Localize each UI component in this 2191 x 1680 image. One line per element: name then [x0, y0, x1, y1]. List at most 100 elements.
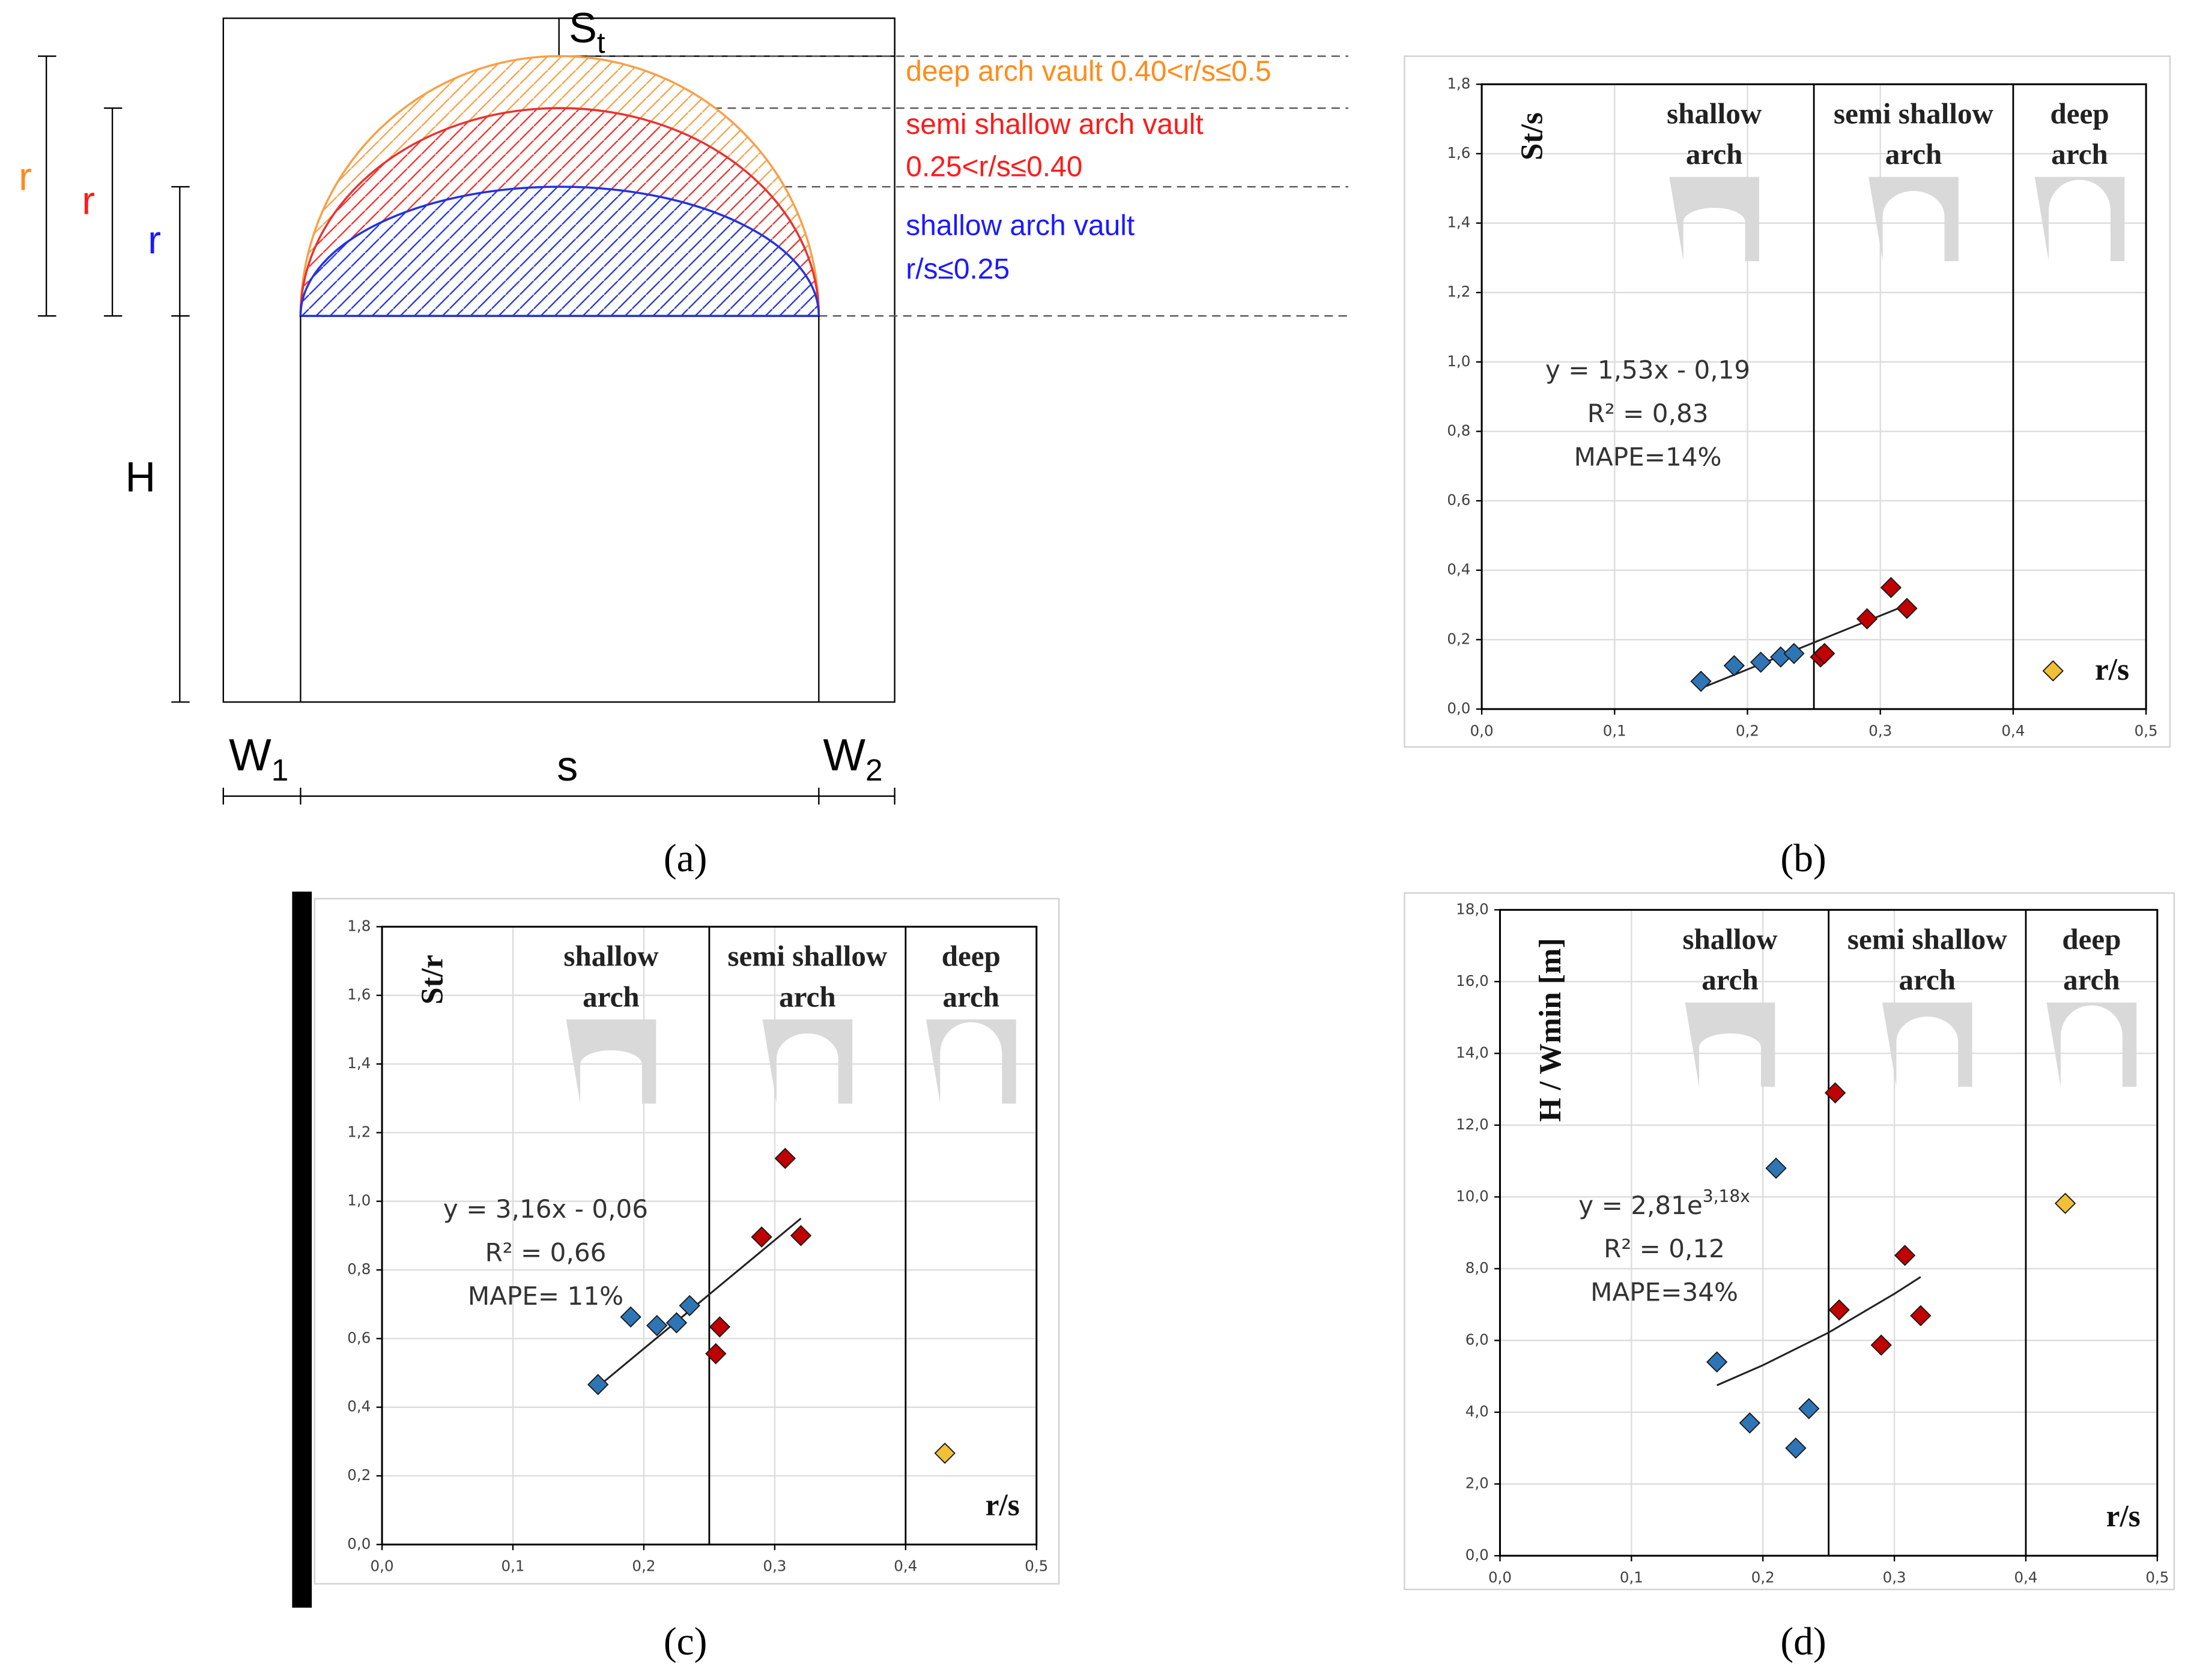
trendline: [1717, 1276, 1921, 1386]
y-tick-label: 1,4: [1447, 214, 1470, 231]
y-tick-label: 1,4: [347, 1054, 371, 1072]
x-axis-label: r/s: [986, 1488, 1020, 1522]
y-tick-label: 2,0: [1465, 1475, 1489, 1492]
x-tick-label: 0,0: [1488, 1568, 1512, 1586]
arch-icon: [762, 1019, 853, 1104]
x-tick-label: 0,3: [1868, 722, 1892, 739]
region-label: arch: [1702, 963, 1759, 996]
y-tick-label: 0,4: [347, 1398, 371, 1415]
data-point: [646, 1314, 668, 1337]
x-tick-label: 0,0: [1470, 722, 1494, 739]
data-point: [1706, 1351, 1728, 1373]
y-tick-label: 1,0: [347, 1192, 371, 1209]
arch-icon: [1685, 1002, 1775, 1087]
region-label: shallow: [1667, 97, 1762, 130]
x-tick-label: 0,5: [2135, 722, 2158, 739]
dimension-lines: [38, 55, 895, 805]
data-point: [709, 1316, 731, 1338]
arch-icon: [926, 1019, 1016, 1104]
x-tick-label: 0,5: [1025, 1558, 1048, 1575]
region-label: arch: [943, 980, 1000, 1013]
data-point: [665, 1312, 688, 1334]
x-tick-label: 0,2: [1736, 722, 1759, 739]
y-axis-label: St/r: [416, 955, 450, 1005]
st-box: [558, 17, 895, 57]
chart: 0,0 0,2 0,4 0,6 0,8 1,0 1,2 1,4 1,6 1,8 0,0 0,1 0,2 0…: [314, 898, 1060, 1585]
y-tick-label: 0,8: [1447, 422, 1470, 439]
data-point: [1870, 1334, 1892, 1356]
y-tick-label: 0,6: [1447, 491, 1470, 509]
caption: (c): [664, 1621, 708, 1664]
equation: R² = 0,66: [485, 1238, 607, 1268]
y-tick-label: 1,2: [1447, 283, 1470, 300]
w1-label: W1: [229, 730, 288, 787]
data-point: [1783, 642, 1805, 665]
chart: 0,0 0,2 0,4 0,6 0,8 1,0 1,2 1,4 1,6 1,8 0,0 0,1 0,2 0…: [1404, 55, 2171, 748]
y-tick-label: 16,0: [1456, 972, 1489, 990]
data-point: [1896, 597, 1918, 619]
y-tick-label: 1,8: [1447, 74, 1470, 92]
x-tick-label: 0,2: [1751, 1568, 1775, 1586]
chart-area: [1404, 892, 2175, 1591]
y-tick-label: 14,0: [1456, 1044, 1489, 1061]
r-label: r: [82, 178, 95, 222]
y-tick-label: 0,6: [347, 1329, 371, 1346]
x-tick-label: 0,1: [501, 1558, 524, 1575]
data-point: [1798, 1398, 1820, 1419]
semi-label: semi shallow arch vault: [906, 109, 1203, 141]
arch-icon: [1669, 177, 1760, 261]
equation: y = 1,53x - 0,19: [1545, 355, 1750, 384]
x-tick-label: 0,5: [2145, 1568, 2169, 1586]
data-point: [934, 1442, 956, 1464]
y-axis-label: St/s: [1515, 112, 1550, 160]
region-label: deep: [2050, 97, 2109, 130]
y-tick-label: 8,0: [1465, 1259, 1489, 1277]
equation: y = 3,16x - 0,06: [443, 1194, 648, 1224]
region-label: arch: [779, 980, 836, 1013]
data-point: [1814, 642, 1835, 665]
region-label: shallow: [563, 939, 659, 972]
arch-icon: [1882, 1002, 1972, 1087]
data-point: [2042, 660, 2064, 682]
x-tick-label: 0,4: [2001, 722, 2025, 739]
x-tick-label: 0,4: [2014, 1568, 2037, 1586]
equation: R² = 0,12: [1604, 1234, 1725, 1263]
region-label: shallow: [1682, 922, 1778, 955]
x-tick-label: 0,4: [894, 1558, 917, 1575]
data-point: [1785, 1437, 1807, 1459]
data-point: [751, 1226, 772, 1248]
deep-label: deep arch vault 0.40<r/s≤0.5: [906, 55, 1271, 87]
equation: MAPE= 11%: [468, 1281, 623, 1311]
y-tick-label: 1,0: [1447, 352, 1470, 370]
y-tick-label: 1,6: [1447, 144, 1470, 162]
data-point: [1739, 1412, 1761, 1434]
shallow-arch: [299, 186, 820, 317]
region-label: arch: [1899, 963, 1956, 996]
data-point: [1894, 1245, 1916, 1266]
y-tick-label: 0,2: [1447, 630, 1470, 647]
x-tick-label: 0,3: [763, 1558, 786, 1575]
data-point: [1880, 576, 1902, 599]
y-tick-label: 10,0: [1456, 1187, 1489, 1204]
equation: y = 2,81e3,18x: [1578, 1186, 1750, 1220]
y-tick-label: 18,0: [1456, 900, 1489, 917]
shallow-label: r/s≤0.25: [906, 253, 1010, 285]
shallow-label: shallow arch vault: [906, 210, 1135, 241]
caption: (a): [664, 837, 708, 880]
x-tick-label: 0,2: [632, 1558, 655, 1575]
chart: 0,0 2,0 4,0 6,0 8,0 10,0 12,0 14,0 16,0 18,0 0,0 0,…: [1404, 892, 2175, 1591]
diagram: St deep arch vault 0.40<r/s≤0.5 semi sha…: [19, 4, 1348, 805]
region-label: arch: [583, 980, 640, 1013]
y-tick-label: 1,6: [347, 986, 371, 1003]
equation: R² = 0,83: [1587, 399, 1709, 428]
x-tick-label: 0,1: [1603, 722, 1626, 739]
w1-sub: 1: [271, 752, 289, 787]
arch-icon: [2034, 177, 2125, 261]
chart-area: [314, 898, 1060, 1585]
y-tick-label: 6,0: [1465, 1331, 1489, 1348]
data-point: [1765, 1157, 1787, 1179]
data-point: [1856, 608, 1878, 630]
y-tick-label: 0,4: [1447, 561, 1470, 578]
st-label: St: [569, 4, 605, 59]
